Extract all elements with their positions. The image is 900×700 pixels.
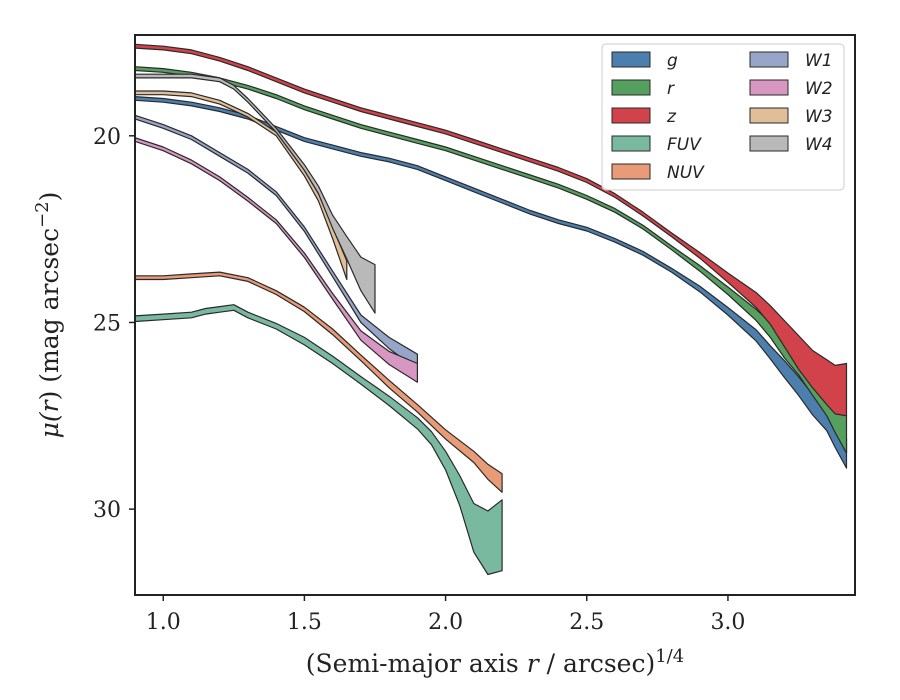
legend-label-fuv: FUV <box>667 135 702 155</box>
series-band-nuv <box>135 271 503 493</box>
x-axis-ticks: 1.0 1.5 2.0 2.5 3.0 <box>146 595 745 635</box>
x-tick-label: 2.5 <box>569 610 604 635</box>
legend-swatch-z <box>611 107 651 124</box>
legend-label-w1: W1 <box>805 51 833 71</box>
series-layer <box>135 43 848 576</box>
series-band-r <box>135 66 848 454</box>
legend-label-nuv: NUV <box>667 163 705 183</box>
legend-label-z: z <box>666 107 677 127</box>
legend-label-w3: W3 <box>805 107 833 127</box>
x-tick-label: 3.0 <box>710 610 745 635</box>
plot-frame <box>134 34 856 596</box>
x-axis-title: (Semi-major axis r / arcsec)1/4 <box>306 646 684 678</box>
legend-label-w2: W2 <box>805 79 833 99</box>
legend-swatch-fuv <box>611 135 651 152</box>
legend-swatch-nuv <box>611 163 651 180</box>
legend-label-w4: W4 <box>805 135 833 155</box>
x-tick-label: 1.0 <box>146 610 181 635</box>
legend-label-r: r <box>667 79 675 99</box>
x-tick-label: 2.0 <box>428 610 463 635</box>
series-band-w3 <box>135 90 348 281</box>
legend-swatch-w3 <box>749 107 789 124</box>
y-tick-label: 20 <box>93 125 121 150</box>
legend-swatch-r <box>611 79 651 96</box>
legend-swatch-w1 <box>749 51 789 68</box>
x-tick-label: 1.5 <box>287 610 322 635</box>
legend-swatch-w4 <box>749 135 789 152</box>
legend: grz FUV NUV W1 W2 W3 W4 <box>601 43 845 191</box>
series-band-fuv <box>135 304 503 576</box>
series-band-w4 <box>135 73 376 314</box>
y-axis-ticks: 20 25 30 <box>93 125 135 523</box>
legend-swatch-w2 <box>749 79 789 96</box>
y-tick-label: 25 <box>93 311 121 336</box>
y-tick-label: 30 <box>93 498 121 523</box>
y-axis-title: μ(r) (mag arcsec−2) <box>32 192 64 439</box>
legend-label-g: g <box>667 51 678 71</box>
series-band-g <box>135 96 848 469</box>
legend-swatch-g <box>611 51 651 68</box>
series-band-w2 <box>135 137 418 383</box>
series-band-z <box>135 43 848 417</box>
